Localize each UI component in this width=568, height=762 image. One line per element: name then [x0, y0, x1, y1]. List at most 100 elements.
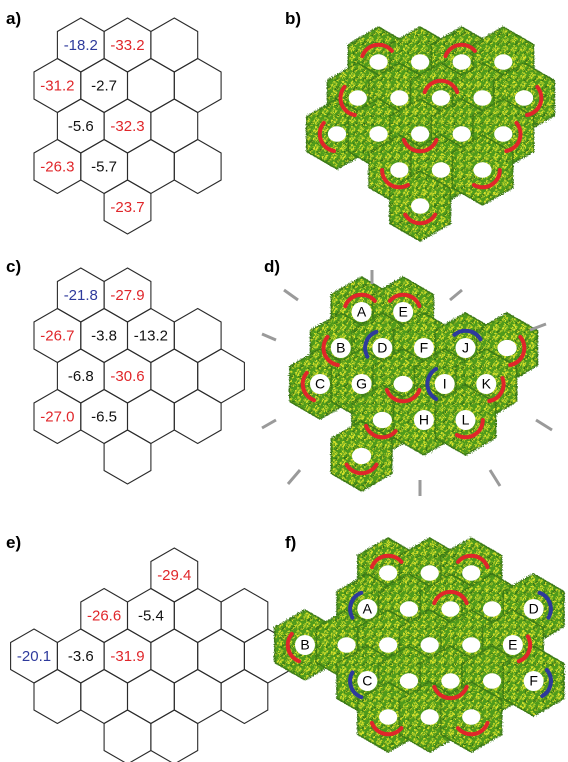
current-density-plot-f: A B C D E F [273, 537, 565, 753]
hexagon-grid-c: -21.8 -27.9 -26.7 -3.8 -13.2 -6.8 -30.6 -27.0 -6… [33, 267, 245, 485]
panel-label-e: e) [6, 533, 21, 552]
hexagon-ring [173, 307, 222, 364]
ring-cavity [497, 339, 517, 357]
hexagon-ring [126, 388, 175, 445]
ring-current-value: -27.0 [40, 408, 74, 425]
panel-label-d: d) [264, 257, 280, 276]
ring-cavity [369, 126, 388, 142]
ring-current-value: -3.6 [68, 648, 94, 665]
hexagon-ring [126, 668, 175, 725]
ring-current-value: -26.7 [40, 327, 74, 344]
ring-current-value: -32.3 [110, 118, 144, 135]
diatropic-current-arrow [369, 720, 404, 737]
diatropic-current-arrow [471, 168, 502, 190]
ring-label-bg [455, 338, 476, 358]
ring-cavity [431, 162, 451, 178]
diatropic-current-arrow [387, 292, 422, 309]
hexagon-ring [126, 138, 175, 195]
ring-label: J [462, 340, 469, 356]
paratropic-current-arrow [348, 590, 364, 620]
diatropic-current-arrow [360, 42, 394, 59]
ring-cavity [390, 90, 409, 106]
hexagon-ring [103, 429, 152, 485]
ring-label-bg [330, 338, 351, 358]
ring-current-value: -5.6 [68, 118, 94, 135]
ring-label: B [336, 340, 345, 356]
hexagon-ring [150, 348, 199, 404]
ring-label: D [377, 340, 387, 356]
ring-current-value: -18.2 [64, 37, 98, 54]
hexagon-ring [173, 138, 222, 195]
ring-label: B [300, 637, 309, 653]
diatropic-current-arrow [317, 120, 336, 153]
ring-label-bg [523, 671, 544, 691]
hexagon-ring [197, 628, 245, 684]
ring-current-value: -2.7 [91, 77, 117, 94]
hexagon-ring [173, 668, 222, 725]
diatropic-current-arrow [403, 212, 438, 226]
ring-label-bg [393, 302, 414, 322]
ring-cavity [420, 637, 439, 653]
diatropic-current-arrow [401, 137, 439, 154]
hydrogen-bond-stub [488, 469, 502, 487]
ring-current-value: -33.2 [110, 37, 144, 54]
ring-cavity [420, 565, 439, 581]
ring-label-bg [523, 599, 544, 619]
ring-current-value: -31.9 [110, 648, 144, 665]
hexagon-ring [33, 668, 82, 725]
ring-label-bg [351, 302, 372, 322]
ring-label: E [508, 637, 517, 653]
ring-current-value: -31.2 [40, 77, 74, 94]
ring-cavity [473, 162, 492, 178]
ring-current-value: -13.2 [134, 327, 168, 344]
ring-label: D [529, 601, 539, 617]
ring-cavity [473, 90, 492, 106]
ring-label: I [443, 376, 447, 392]
ring-cavity [390, 162, 409, 178]
ring-cavity [411, 126, 430, 142]
ring-cavity [369, 54, 388, 70]
hexagon-ring [103, 709, 152, 762]
ring-current-value: -20.1 [17, 648, 51, 665]
hexagon-ring [220, 668, 269, 725]
ring-cavity [420, 709, 439, 725]
ring-cavity [399, 601, 419, 617]
hydrogen-bond-stub [535, 418, 553, 432]
ring-current-value: -30.6 [110, 368, 144, 385]
ring-label-bg [351, 374, 372, 394]
ring-label-bg [413, 410, 434, 430]
diatropic-current-arrow [343, 292, 377, 309]
ring-cavity [441, 673, 460, 689]
hexagon-ring [173, 388, 222, 445]
hexagon-ring [197, 348, 245, 404]
hexagon-ring [150, 98, 199, 154]
diatropic-current-arrow [525, 84, 544, 117]
diatropic-current-arrow [422, 78, 460, 95]
ring-label: G [356, 376, 367, 392]
ring-label: L [462, 412, 470, 428]
ring-label-bg [434, 374, 455, 394]
diatropic-current-arrow [300, 370, 317, 403]
ring-label-bg [295, 635, 315, 655]
ring-label: F [529, 673, 538, 689]
hexagon-ring [80, 668, 129, 725]
ring-cavity [462, 709, 481, 725]
ring-cavity [411, 54, 430, 70]
ring-current-value: -5.7 [91, 158, 117, 175]
ring-cavity [431, 90, 451, 106]
hydrogen-bond-stub [286, 469, 302, 485]
panel-label-b: b) [285, 9, 301, 28]
ring-cavity [393, 375, 413, 393]
ring-label: E [398, 304, 407, 320]
ring-cavity [462, 565, 481, 581]
hydrogen-bond-stub [529, 322, 547, 332]
ring-current-value: -3.8 [91, 327, 117, 344]
diatropic-current-arrow [432, 684, 469, 701]
ring-cavity [351, 447, 372, 465]
ring-cavity [494, 54, 513, 70]
diatropic-current-arrow [384, 387, 422, 404]
diatropic-current-arrow [338, 84, 357, 117]
ring-current-value: -5.4 [138, 607, 164, 624]
hydrogen-bond-stub [261, 418, 277, 430]
ring-cavity [462, 637, 481, 653]
